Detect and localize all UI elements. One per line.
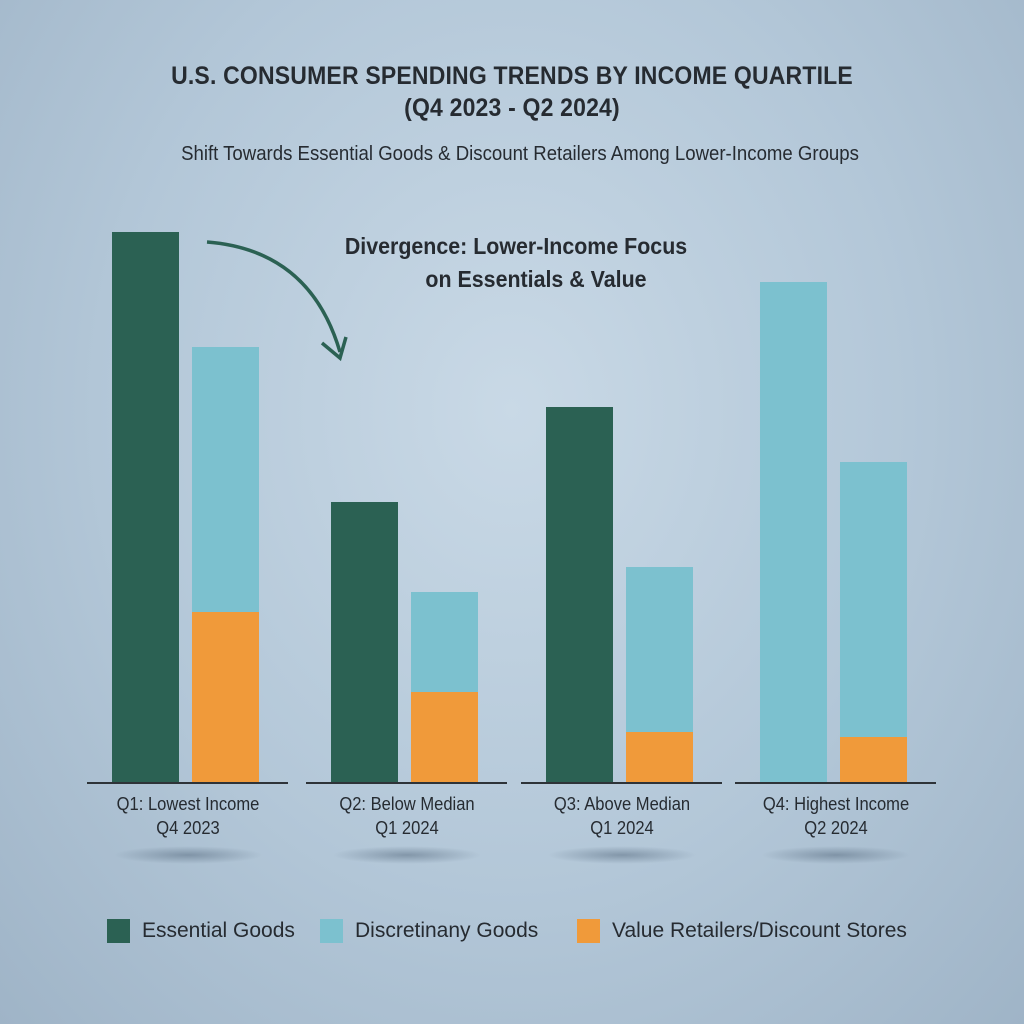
legend-swatch <box>320 919 343 943</box>
x-tick-label-line1: Q1: Lowest Income <box>116 794 259 814</box>
annotation-line-2: on Essentials & Value <box>425 266 647 292</box>
x-tick-label-line1: Q2: Below Median <box>338 794 475 814</box>
legend-swatch <box>577 919 600 943</box>
x-tick-label-line1: Q3: Above Median <box>553 794 690 814</box>
bar-discretinany-goods <box>840 462 907 737</box>
x-tick-label-line2: Q4 2023 <box>155 818 220 838</box>
label-shadow <box>760 846 911 864</box>
x-tick-label-line2: Q2 2024 <box>803 818 868 838</box>
legend-label: Value Retailers/Discount Stores <box>612 919 907 942</box>
bar-value-retailers-discount-stores <box>840 737 907 782</box>
legend-label: Essential Goods <box>142 919 295 942</box>
x-tick-label: Q3: Above Median Q1 2024 <box>520 792 722 840</box>
chart-title: U.S. CONSUMER SPENDING TRENDS BY INCOME … <box>171 62 853 90</box>
x-tick-label: Q4: Highest Income Q2 2024 <box>734 792 936 840</box>
legend-label: Discretinany Goods <box>355 919 539 942</box>
legend-item-value-retailers: Value Retailers/Discount Stores <box>577 919 907 943</box>
x-tick-label-line2: Q1 2024 <box>589 818 654 838</box>
bar-discretinany-goods <box>411 592 478 692</box>
label-shadow <box>112 846 263 864</box>
x-tick-label-line2: Q1 2024 <box>374 818 439 838</box>
bar-essential-goods <box>331 502 398 782</box>
chart-subtitle: Shift Towards Essential Goods & Discount… <box>181 143 859 165</box>
bar-discretinany-goods <box>192 347 259 612</box>
x-tick-label: Q2: Below Median Q1 2024 <box>305 792 507 840</box>
legend-swatch <box>107 919 130 943</box>
label-shadow <box>331 846 482 864</box>
bar-discretinany-goods <box>626 567 693 732</box>
bar-essential-goods <box>546 407 613 782</box>
legend-item-discretionary: Discretinany Goods <box>320 919 538 943</box>
label-shadow <box>546 846 697 864</box>
annotation-arrow <box>206 240 342 353</box>
bar-value-retailers-discount-stores <box>411 692 478 782</box>
annotation-line-1: Divergence: Lower-Income Focus <box>344 233 688 259</box>
legend-item-essential: Essential Goods <box>107 919 295 943</box>
chart-title-period: (Q4 2023 - Q2 2024) <box>404 94 620 122</box>
bar-value-retailers-discount-stores <box>192 612 259 782</box>
annotation-arrowhead <box>320 336 348 362</box>
bar-essential-goods <box>112 232 179 782</box>
x-tick-label: Q1: Lowest Income Q4 2023 <box>86 792 288 840</box>
bar-value-retailers-discount-stores <box>626 732 693 782</box>
x-tick-label-line1: Q4: Highest Income <box>762 794 909 814</box>
bar-discretinany-goods <box>760 282 827 782</box>
